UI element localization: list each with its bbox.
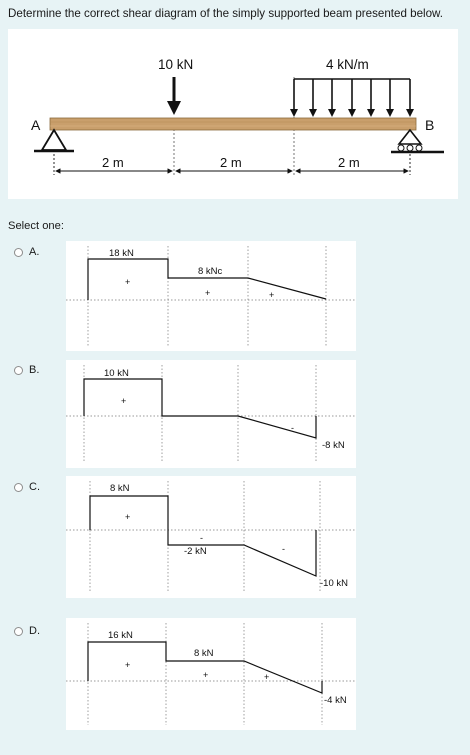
radio-button-b[interactable]: [14, 365, 23, 375]
value-label-3: -10 kN: [320, 578, 348, 589]
value-label-1: 8 kN: [110, 483, 130, 494]
value-label-3: -4 kN: [324, 695, 347, 706]
value-label-2: 8 kNc: [198, 266, 223, 277]
option-c[interactable]: C.: [14, 481, 40, 493]
sign-1: +: [125, 660, 130, 670]
value-label-1: 18 kN: [109, 248, 134, 259]
beam-figure: 10 kN 4 kN/m: [8, 29, 458, 199]
point-load-label: 10 kN: [158, 57, 193, 72]
value-label-2: -8 kN: [322, 440, 345, 451]
shear-diagram-d[interactable]: 16 kN 8 kN -4 kN + + +: [66, 618, 356, 730]
option-letter: B.: [29, 364, 40, 376]
distributed-load-arrows: [293, 78, 411, 113]
support-a-label: A: [31, 117, 41, 133]
option-letter: A.: [29, 246, 40, 258]
value-label-1: 16 kN: [108, 630, 133, 641]
value-label-2: -2 kN: [184, 546, 207, 557]
sign-1: +: [125, 512, 130, 522]
option-letter: D.: [29, 625, 40, 637]
radio-button-d[interactable]: [14, 626, 23, 636]
value-label-1: 10 kN: [104, 368, 129, 379]
span-label-1: 2 m: [102, 155, 124, 170]
question-text: Determine the correct shear diagram of t…: [8, 7, 443, 20]
option-letter: C.: [29, 481, 40, 493]
radio-button-c[interactable]: [14, 482, 23, 492]
beam: [49, 117, 417, 131]
sign-3: +: [269, 290, 274, 300]
pin-support-a: [34, 128, 74, 153]
sign-3: +: [264, 672, 269, 682]
radio-button-a[interactable]: [14, 247, 23, 257]
sign-2: +: [203, 670, 208, 680]
sign-3: -: [282, 544, 285, 554]
option-d[interactable]: D.: [14, 625, 40, 637]
sign-2: +: [205, 288, 210, 298]
shear-diagram-c[interactable]: 8 kN -2 kN -10 kN + - -: [66, 476, 356, 598]
sign-1: +: [121, 396, 126, 406]
option-b[interactable]: B.: [14, 364, 39, 376]
dimension-line: [53, 150, 411, 175]
select-one-label: Select one:: [8, 220, 64, 232]
shear-diagram-a[interactable]: 18 kN 8 kNc + + +: [66, 241, 356, 351]
point-load-arrow: [167, 77, 181, 115]
distributed-load-label: 4 kN/m: [326, 57, 369, 72]
shear-diagram-b[interactable]: 10 kN -8 kN + -: [66, 360, 356, 468]
roller-support-b: [391, 128, 444, 154]
option-a[interactable]: A.: [14, 246, 39, 258]
support-b-label: B: [425, 117, 434, 133]
value-label-2: 8 kN: [194, 648, 214, 659]
span-label-2: 2 m: [220, 155, 242, 170]
sign-2: -: [291, 423, 294, 433]
sign-1: +: [125, 277, 130, 287]
span-label-3: 2 m: [338, 155, 360, 170]
sign-2: -: [200, 533, 203, 543]
